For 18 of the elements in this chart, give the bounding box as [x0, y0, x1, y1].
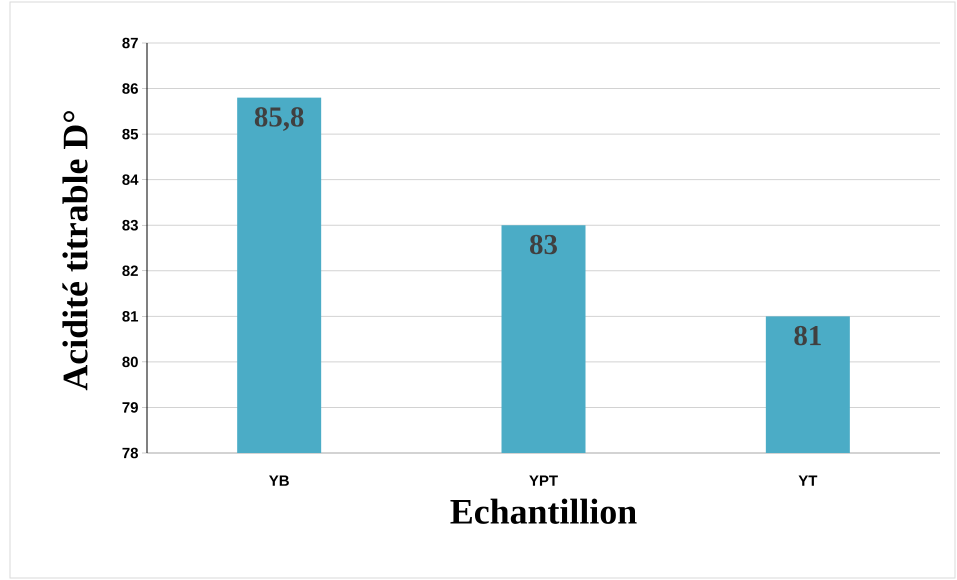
data-label: 81: [794, 326, 821, 346]
y-tick-label: 80: [122, 356, 138, 368]
y-tick-label: 78: [122, 448, 138, 458]
y-tick-label: 79: [122, 402, 138, 413]
x-axis-title: Echantillion: [450, 498, 637, 524]
x-tick-label: YPT: [529, 476, 558, 486]
data-label: 83: [530, 234, 557, 254]
y-axis-title: Acidité titrable D°: [62, 111, 88, 390]
x-tick-label: YT: [798, 476, 818, 486]
y-tick-label: 81: [122, 311, 138, 322]
data-label: 85,8: [254, 107, 304, 131]
y-tick-label: 83: [122, 220, 138, 231]
y-tick-label: 86: [122, 83, 138, 94]
x-tick-label: YB: [269, 476, 289, 486]
y-tick-label: 84: [122, 174, 138, 185]
y-tick-label: 85: [122, 128, 138, 140]
y-tick-label: 82: [122, 265, 138, 276]
y-tick-label: 87: [122, 38, 138, 48]
